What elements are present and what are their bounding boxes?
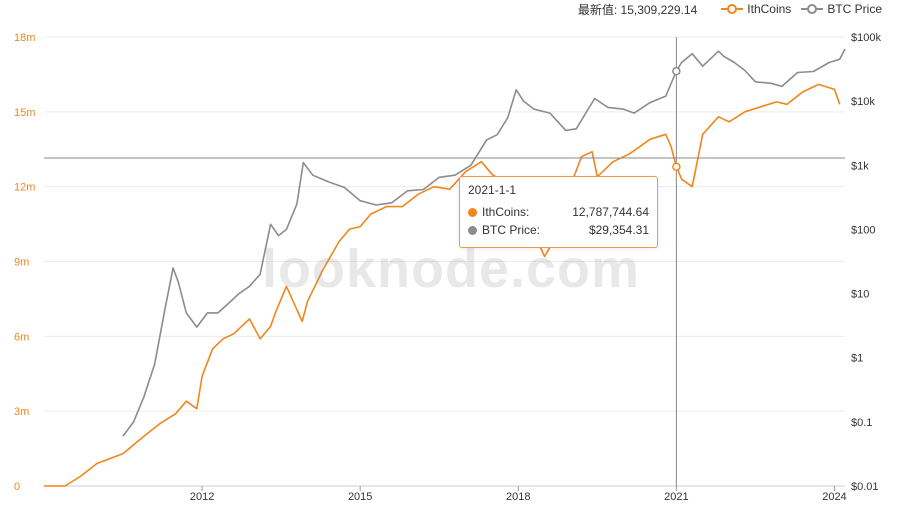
left-tick-label: 0: [14, 481, 20, 493]
right-axis: $0.01 $0.1 $1 $10 $100 $1k $10k $100k: [851, 32, 881, 493]
crosshair: [44, 37, 845, 486]
tooltip-date: 2021-1-1: [468, 183, 517, 197]
chart-grid: [44, 36, 845, 487]
series-line-ithcoins: [44, 83, 841, 487]
right-tick-label: $100k: [851, 32, 881, 44]
left-tick-label: 12m: [14, 182, 35, 194]
tooltip: 2021-1-1 IthCoins: 12,787,744.64 BTC Pri…: [459, 176, 658, 248]
left-axis: 0 3m 6m 9m 12m 15m 18m: [14, 32, 35, 493]
legend-item-ithcoins[interactable]: IthCoins: [721, 2, 791, 16]
right-tick-label: $1k: [851, 160, 869, 172]
right-tick-label: $100: [851, 224, 875, 236]
legend-swatch-btc-price: [801, 4, 824, 14]
legend-item-btc-price[interactable]: BTC Price: [801, 2, 882, 16]
x-tick-label: 2012: [190, 491, 214, 503]
x-tick-label: 2021: [664, 491, 688, 503]
hover-point-ithcoins: [672, 162, 681, 171]
tooltip-row-btc-price: BTC Price: $29,354.31: [468, 221, 649, 239]
series-line-btc-price: [122, 48, 846, 437]
legend-label-btc-price: BTC Price: [827, 2, 882, 16]
tooltip-label-btc-price: BTC Price:: [482, 223, 541, 237]
left-tick-label: 15m: [14, 107, 35, 119]
tooltip-dot-ithcoins: [468, 207, 477, 217]
left-tick-label: 6m: [14, 331, 29, 343]
legend-swatch-ithcoins: [721, 4, 744, 14]
tooltip-value-btc-price: $29,354.31: [588, 223, 649, 237]
x-axis: 2012 2015 2018 2021 2024: [190, 486, 847, 503]
tooltip-dot-btc-price: [468, 225, 477, 235]
tooltip-row-ithcoins: IthCoins: 12,787,744.64: [468, 203, 649, 221]
chart-header: 最新值: 15,309,229.14 IthCoins BTC Price: [578, 0, 882, 18]
right-tick-label: $0.1: [851, 417, 872, 429]
tooltip-value-ithcoins: 12,787,744.64: [572, 205, 649, 219]
right-tick-label: $1: [851, 353, 863, 365]
x-tick-label: 2018: [506, 491, 530, 503]
latest-value-label: 最新值: 15,309,229.14: [577, 2, 698, 17]
left-tick-label: 18m: [14, 32, 35, 44]
x-tick-label: 2015: [348, 491, 372, 503]
hover-point-btc-price: [672, 66, 681, 76]
right-tick-label: $0.01: [851, 481, 879, 493]
x-tick-label: 2024: [822, 491, 846, 503]
left-tick-label: 3m: [14, 406, 29, 418]
legend-label-ithcoins: IthCoins: [747, 2, 792, 16]
left-tick-label: 9m: [14, 257, 29, 269]
tooltip-label-ithcoins: IthCoins:: [482, 205, 530, 219]
right-tick-label: $10k: [851, 96, 875, 108]
right-tick-label: $10: [851, 289, 869, 301]
series-layer: [44, 48, 846, 487]
